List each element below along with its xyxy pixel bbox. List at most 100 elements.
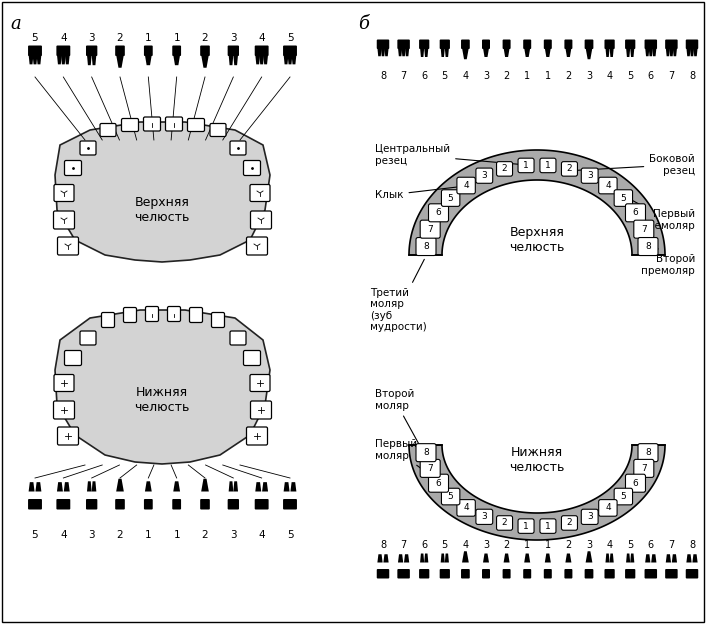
- FancyBboxPatch shape: [201, 499, 210, 510]
- FancyBboxPatch shape: [28, 499, 42, 510]
- FancyBboxPatch shape: [377, 39, 389, 49]
- Text: 3: 3: [481, 171, 487, 180]
- Text: 2: 2: [566, 540, 572, 550]
- FancyBboxPatch shape: [626, 204, 645, 222]
- Polygon shape: [693, 48, 698, 56]
- Text: 3: 3: [88, 530, 95, 540]
- Polygon shape: [229, 481, 234, 492]
- FancyBboxPatch shape: [686, 39, 698, 49]
- Polygon shape: [398, 48, 402, 56]
- FancyBboxPatch shape: [100, 124, 116, 137]
- Polygon shape: [234, 481, 238, 492]
- Polygon shape: [256, 55, 260, 64]
- FancyBboxPatch shape: [250, 185, 270, 202]
- FancyBboxPatch shape: [227, 499, 239, 510]
- FancyBboxPatch shape: [523, 39, 531, 49]
- FancyBboxPatch shape: [255, 46, 268, 56]
- Text: 4: 4: [606, 71, 613, 81]
- FancyBboxPatch shape: [634, 459, 654, 477]
- FancyBboxPatch shape: [461, 569, 469, 578]
- Text: 5: 5: [621, 492, 626, 501]
- Text: 4: 4: [462, 71, 469, 81]
- FancyBboxPatch shape: [614, 488, 633, 505]
- Text: 7: 7: [400, 540, 407, 550]
- Polygon shape: [524, 48, 530, 57]
- Text: 3: 3: [230, 530, 237, 540]
- FancyBboxPatch shape: [244, 351, 261, 366]
- Text: 4: 4: [258, 530, 265, 540]
- FancyBboxPatch shape: [440, 39, 450, 49]
- Polygon shape: [383, 554, 388, 562]
- FancyBboxPatch shape: [230, 141, 246, 155]
- FancyBboxPatch shape: [544, 39, 552, 49]
- Text: 1: 1: [524, 540, 530, 550]
- Text: 7: 7: [641, 464, 647, 473]
- FancyBboxPatch shape: [251, 401, 272, 419]
- Text: 1: 1: [545, 71, 551, 81]
- Polygon shape: [652, 48, 657, 56]
- FancyBboxPatch shape: [503, 569, 510, 578]
- Polygon shape: [35, 482, 42, 492]
- Polygon shape: [92, 55, 96, 65]
- Polygon shape: [384, 48, 388, 56]
- FancyBboxPatch shape: [476, 509, 493, 524]
- FancyBboxPatch shape: [544, 569, 552, 578]
- Text: 1: 1: [174, 33, 180, 43]
- FancyBboxPatch shape: [115, 499, 125, 510]
- FancyBboxPatch shape: [246, 237, 268, 255]
- Text: 4: 4: [463, 504, 469, 512]
- Polygon shape: [116, 479, 124, 492]
- Text: 6: 6: [647, 540, 654, 550]
- FancyBboxPatch shape: [457, 500, 475, 516]
- Polygon shape: [201, 55, 209, 68]
- Text: 5: 5: [442, 540, 448, 550]
- Polygon shape: [64, 482, 70, 492]
- Polygon shape: [292, 55, 297, 64]
- Text: 7: 7: [669, 71, 674, 81]
- FancyBboxPatch shape: [251, 211, 272, 229]
- FancyBboxPatch shape: [210, 124, 226, 137]
- Text: 6: 6: [436, 479, 441, 488]
- FancyBboxPatch shape: [665, 569, 678, 578]
- Polygon shape: [263, 55, 268, 64]
- Text: 2: 2: [566, 71, 572, 81]
- Text: 1: 1: [545, 522, 551, 530]
- Polygon shape: [173, 481, 180, 492]
- Polygon shape: [116, 55, 124, 68]
- Polygon shape: [402, 48, 406, 56]
- Text: 8: 8: [380, 540, 386, 550]
- Polygon shape: [669, 48, 674, 56]
- Text: 5: 5: [32, 530, 38, 540]
- FancyBboxPatch shape: [172, 499, 181, 510]
- FancyBboxPatch shape: [419, 39, 429, 49]
- Polygon shape: [61, 55, 66, 64]
- Polygon shape: [585, 551, 592, 562]
- FancyBboxPatch shape: [416, 238, 436, 256]
- Text: 5: 5: [442, 71, 448, 81]
- Polygon shape: [420, 553, 424, 562]
- FancyBboxPatch shape: [227, 46, 239, 56]
- FancyBboxPatch shape: [564, 569, 573, 578]
- Polygon shape: [65, 55, 70, 64]
- Polygon shape: [259, 55, 264, 64]
- FancyBboxPatch shape: [165, 117, 182, 131]
- Text: 5: 5: [627, 540, 633, 550]
- FancyBboxPatch shape: [420, 459, 441, 477]
- Polygon shape: [606, 553, 609, 562]
- Text: Третий
моляр
(зуб
мудрости): Третий моляр (зуб мудрости): [370, 260, 426, 333]
- Polygon shape: [673, 48, 677, 56]
- FancyBboxPatch shape: [581, 168, 598, 183]
- Text: Первый
премоляр: Первый премоляр: [618, 193, 695, 231]
- FancyBboxPatch shape: [496, 515, 513, 530]
- Text: Первый
моляр: Первый моляр: [375, 439, 433, 478]
- FancyBboxPatch shape: [283, 499, 297, 510]
- Text: 1: 1: [174, 530, 180, 540]
- Text: 2: 2: [567, 519, 573, 527]
- Polygon shape: [649, 48, 653, 56]
- FancyBboxPatch shape: [144, 499, 152, 510]
- FancyBboxPatch shape: [212, 313, 225, 328]
- FancyBboxPatch shape: [54, 211, 75, 229]
- FancyBboxPatch shape: [102, 313, 114, 328]
- Text: 4: 4: [462, 540, 469, 550]
- Text: 4: 4: [60, 530, 66, 540]
